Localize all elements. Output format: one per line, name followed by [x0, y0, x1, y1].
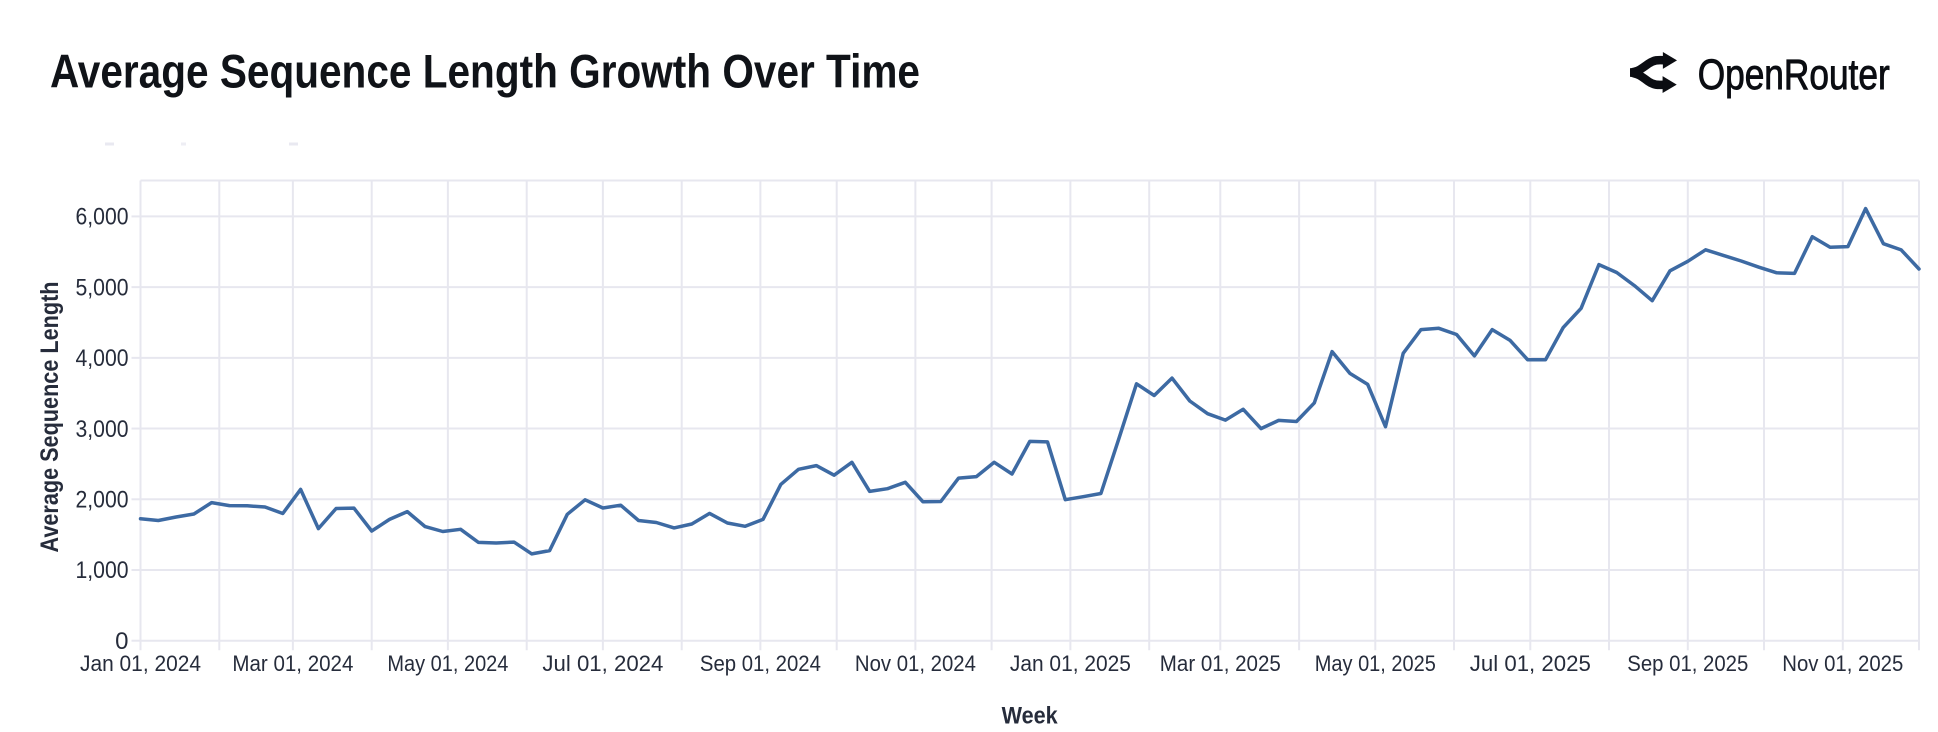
svg-text:Average Sequence Length Growth: Average Sequence Length Growth Over Time [50, 45, 920, 98]
svg-text:5,000: 5,000 [76, 274, 129, 301]
svg-text:Average Sequence Length: Average Sequence Length [36, 282, 64, 553]
svg-text:0: 0 [115, 628, 128, 655]
svg-text:2,000: 2,000 [76, 486, 129, 513]
svg-text:3,000: 3,000 [76, 416, 129, 443]
svg-text:Jan 01, 2025: Jan 01, 2025 [1010, 651, 1131, 676]
svg-text:Nov 01, 2024: Nov 01, 2024 [855, 651, 976, 676]
svg-text:OpenRouter: OpenRouter [1698, 51, 1890, 99]
svg-text:Mar 01, 2024: Mar 01, 2024 [232, 651, 353, 676]
svg-text:Jul 01, 2025: Jul 01, 2025 [1470, 651, 1591, 676]
svg-text:Jan 01, 2024: Jan 01, 2024 [80, 651, 201, 676]
svg-text:Sep 01, 2024: Sep 01, 2024 [700, 651, 821, 676]
svg-text:May 01, 2025: May 01, 2025 [1315, 651, 1436, 676]
svg-text:Sep 01, 2025: Sep 01, 2025 [1627, 651, 1748, 676]
svg-text:1,000: 1,000 [76, 557, 129, 584]
svg-text:Jul 01, 2024: Jul 01, 2024 [542, 651, 663, 676]
svg-text:Mar 01, 2025: Mar 01, 2025 [1160, 651, 1281, 676]
svg-text:Week: Week [1002, 703, 1059, 730]
svg-text:6,000: 6,000 [76, 204, 129, 231]
svg-text:4,000: 4,000 [76, 345, 129, 372]
svg-text:Nov 01, 2025: Nov 01, 2025 [1782, 651, 1903, 676]
svg-text:May 01, 2024: May 01, 2024 [387, 651, 508, 676]
